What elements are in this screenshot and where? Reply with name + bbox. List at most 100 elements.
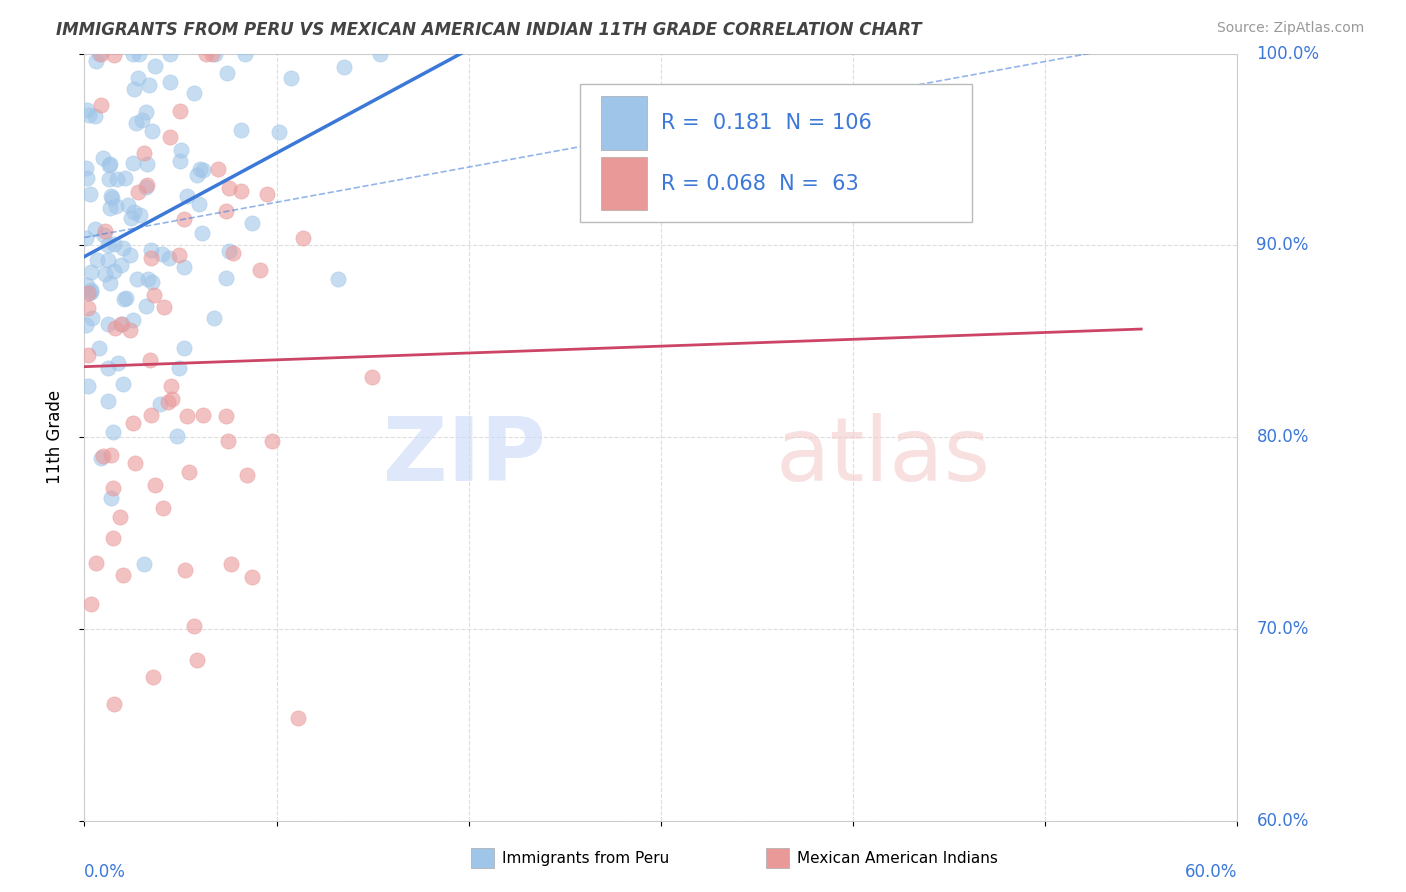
- Point: [83, 221, 105, 235]
- Point: [136, 178, 159, 193]
- Point: [86, 54, 108, 69]
- Point: [98, 156, 121, 170]
- Point: [152, 300, 174, 314]
- Point: [159, 378, 181, 392]
- Point: [100, 449, 122, 463]
- Point: [159, 75, 181, 89]
- Point: [89, 341, 111, 355]
- Point: [121, 417, 143, 431]
- Point: [139, 408, 162, 422]
- Point: [111, 568, 134, 582]
- Point: [173, 260, 195, 275]
- Point: [132, 146, 155, 161]
- Point: [267, 125, 290, 139]
- Point: [124, 456, 146, 470]
- Point: [101, 531, 124, 545]
- Point: [256, 187, 278, 202]
- Point: [105, 172, 128, 186]
- Point: [183, 86, 205, 100]
- Point: [204, 46, 226, 61]
- Point: [195, 46, 218, 61]
- Point: [86, 253, 108, 268]
- Point: [120, 323, 142, 337]
- Point: [173, 341, 195, 355]
- Point: [114, 170, 136, 185]
- Point: [94, 268, 117, 282]
- Point: [90, 451, 112, 466]
- Text: Mexican American Indians: Mexican American Indians: [797, 851, 998, 865]
- Point: [79, 285, 101, 299]
- Point: [80, 265, 103, 279]
- Point: [90, 46, 112, 61]
- Text: 60.0%: 60.0%: [1185, 863, 1237, 880]
- Point: [84, 556, 107, 570]
- Point: [169, 153, 191, 168]
- Point: [141, 123, 163, 137]
- Point: [166, 429, 188, 443]
- Point: [179, 465, 201, 479]
- Point: [176, 189, 198, 203]
- Text: 90.0%: 90.0%: [1257, 236, 1309, 254]
- Point: [135, 105, 157, 120]
- Point: [233, 46, 256, 61]
- Text: IMMIGRANTS FROM PERU VS MEXICAN AMERICAN INDIAN 11TH GRADE CORRELATION CHART: IMMIGRANTS FROM PERU VS MEXICAN AMERICAN…: [56, 21, 922, 38]
- Point: [84, 109, 107, 123]
- Point: [169, 104, 191, 119]
- Text: 70.0%: 70.0%: [1257, 620, 1309, 638]
- Point: [75, 318, 97, 332]
- Point: [191, 409, 214, 423]
- Point: [136, 272, 159, 286]
- Bar: [600, 96, 647, 150]
- Point: [108, 510, 131, 524]
- Point: [139, 243, 162, 257]
- Point: [240, 570, 263, 584]
- Point: [77, 285, 100, 300]
- Point: [173, 212, 195, 227]
- Point: [90, 98, 112, 112]
- Point: [101, 191, 124, 205]
- Point: [287, 711, 309, 725]
- Point: [101, 481, 124, 495]
- Point: [159, 130, 181, 145]
- Point: [112, 241, 135, 255]
- Text: R =  0.181  N = 106: R = 0.181 N = 106: [661, 113, 872, 133]
- Point: [260, 434, 283, 449]
- Point: [191, 163, 214, 178]
- Point: [229, 184, 252, 198]
- Point: [97, 253, 120, 268]
- Point: [122, 81, 145, 95]
- Point: [191, 226, 214, 240]
- Point: [138, 352, 160, 367]
- Bar: [581, 84, 972, 222]
- Point: [89, 46, 111, 61]
- Text: Immigrants from Peru: Immigrants from Peru: [502, 851, 669, 865]
- Point: [121, 313, 143, 327]
- Point: [100, 189, 122, 203]
- Point: [76, 285, 98, 300]
- Point: [141, 275, 163, 289]
- Point: [104, 199, 127, 213]
- Point: [160, 392, 183, 406]
- Point: [149, 397, 172, 411]
- Point: [218, 180, 240, 194]
- Point: [159, 46, 181, 61]
- Point: [170, 143, 193, 157]
- Point: [121, 155, 143, 169]
- Point: [110, 317, 132, 331]
- Point: [97, 158, 120, 172]
- Point: [134, 557, 156, 571]
- Point: [128, 46, 150, 61]
- Point: [368, 46, 391, 61]
- Point: [93, 227, 115, 242]
- Point: [242, 216, 264, 230]
- Point: [120, 248, 142, 262]
- Point: [183, 619, 205, 633]
- Point: [97, 172, 120, 186]
- Point: [103, 237, 125, 252]
- Point: [104, 321, 127, 335]
- Point: [111, 377, 134, 392]
- Point: [236, 468, 259, 483]
- Point: [292, 231, 315, 245]
- Point: [101, 425, 124, 439]
- Point: [97, 238, 120, 252]
